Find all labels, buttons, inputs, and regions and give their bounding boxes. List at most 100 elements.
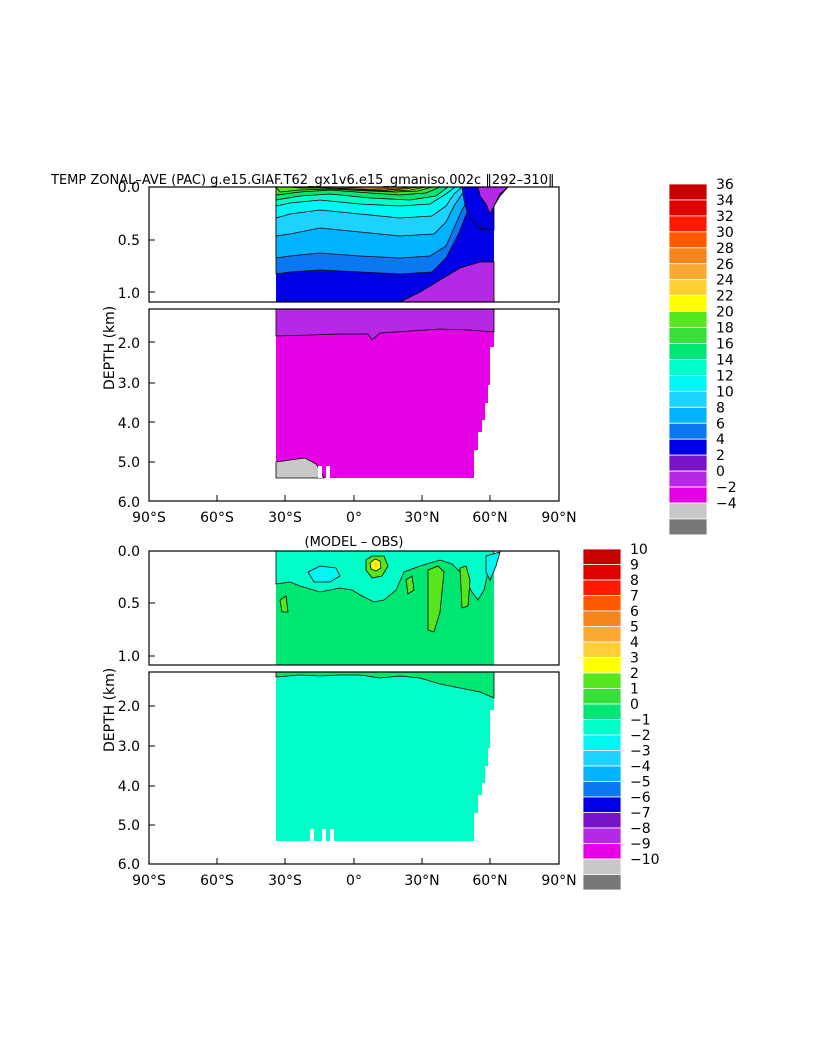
top-colorbar-swatch-6: [668, 279, 708, 297]
bottom-chart: (MODEL – OBS) 0.0 0.5 1.0 2.0 3.0: [102, 535, 660, 891]
bottom-colorbar-swatch-16: [582, 796, 622, 813]
bottom-xtick-4: 30°N: [404, 873, 439, 889]
bottom-upper-frame: [148, 550, 560, 666]
bottom-ytick-marks: [149, 550, 155, 865]
bottom-colorbar-label-3: 7: [630, 589, 639, 605]
top-colorbar-label-17: 2: [716, 448, 725, 464]
top-chart: TEMP ZONAL–AVE (PAC) g.e15.GIAF.T62_gx1v…: [50, 173, 737, 536]
bottom-colorbar-label-18: −8: [630, 821, 651, 837]
bottom-lower-layer-0-1: [275, 672, 495, 699]
top-colorbar-label-13: 10: [716, 384, 734, 400]
top-colorbar-swatch-4: [668, 247, 708, 265]
top-colorbar-swatch-19: [668, 486, 708, 504]
top-chart-title: TEMP ZONAL–AVE (PAC) g.e15.GIAF.T62_gx1v…: [50, 173, 554, 188]
top-ytick-marks: [149, 186, 155, 502]
top-colorbar-swatch-20: [668, 502, 708, 520]
bottom-lower-layer-m1-0: [276, 672, 494, 841]
top-colorbar-swatch-17: [668, 454, 708, 472]
bottom-colorbar-swatch-7: [582, 657, 622, 674]
top-colorbar-label-4: 28: [716, 241, 734, 257]
top-lower-layer-0-2: [276, 309, 494, 478]
top-ytick-3: 2.0: [118, 336, 140, 352]
bottom-colorbar-swatch-19: [582, 843, 622, 860]
top-colorbar-label-11: 14: [716, 352, 734, 368]
top-colorbar-label-18: 0: [716, 464, 725, 480]
bottom-colorbar-label-17: −7: [630, 806, 651, 822]
top-colorbar-swatch-12: [668, 374, 708, 392]
top-xtick-0: 90°S: [132, 510, 166, 526]
bottom-colorbar-label-15: −5: [630, 775, 651, 791]
top-colorbar-swatch-2: [668, 215, 708, 233]
top-colorbar-label-20: −4: [716, 496, 737, 512]
top-colorbar-label-14: 8: [716, 400, 725, 416]
top-colorbar-label-16: 4: [716, 432, 725, 448]
bottom-upper-cyan: [307, 565, 341, 583]
bottom-colorbar-swatch-5: [582, 626, 622, 643]
top-colorbar-label-19: −2: [716, 480, 737, 496]
bottom-colorbar-swatch-10: [582, 703, 622, 720]
top-colorbar-label-5: 26: [716, 257, 734, 273]
top-colorbar-swatch-5: [668, 263, 708, 281]
bottom-colorbar-swatch-0: [582, 548, 622, 565]
top-ytick-6: 5.0: [118, 455, 140, 471]
bottom-xtick-5: 60°N: [472, 873, 507, 889]
bottom-colorbar-label-0: 10: [630, 542, 648, 558]
top-ylabel: DEPTH (km): [102, 306, 118, 390]
bottom-colorbar-label-6: 4: [630, 635, 639, 651]
bottom-colorbar-swatch-8: [582, 672, 622, 689]
top-colorbar-swatch-15: [668, 422, 708, 440]
top-ytick-5: 4.0: [118, 416, 140, 432]
top-lower-bottom-notch: [318, 466, 330, 478]
top-colorbar-swatch-0: [668, 183, 708, 201]
bottom-ylabel: DEPTH (km): [102, 668, 118, 752]
top-colorbar-label-12: 12: [716, 368, 734, 384]
bottom-colorbar-swatch-11: [582, 719, 622, 736]
top-ytick-2: 1.0: [118, 286, 140, 302]
top-xtick-6: 90°N: [541, 510, 576, 526]
bottom-xtick-0: 90°S: [132, 873, 166, 889]
top-colorbar-label-8: 20: [716, 305, 734, 321]
bottom-ytick-6: 5.0: [118, 818, 140, 834]
top-colorbar-swatch-18: [668, 470, 708, 488]
top-ytick-0: 0.0: [118, 180, 140, 196]
top-lower-layer-2-4: [275, 309, 495, 341]
bottom-colorbar-swatch-9: [582, 688, 622, 705]
bottom-ytick-1: 0.5: [118, 596, 140, 612]
top-xtick-5: 60°N: [472, 510, 507, 526]
bottom-colorbar-swatch-21: [582, 874, 622, 891]
bottom-colorbar-label-13: −3: [630, 744, 651, 760]
top-y-axis: 0.0 0.5 1.0 2.0 3.0 4.0 5.0 6.0 DEPTH (k…: [102, 180, 155, 511]
top-upper-frame: [148, 186, 560, 303]
top-colorbar-label-0: 36: [716, 177, 734, 193]
top-colorbar-swatch-13: [668, 390, 708, 408]
bottom-upper-layer-m1-0: [275, 551, 495, 603]
top-xtick-2: 30°S: [268, 510, 302, 526]
top-colorbar-label-10: 16: [716, 337, 734, 353]
top-upper-ne-purple: [477, 187, 509, 215]
bottom-colorbar-swatch-17: [582, 812, 622, 829]
top-xtick-marks: [148, 495, 560, 501]
bottom-colorbar-label-9: 1: [630, 682, 639, 698]
top-upper-field: [275, 187, 509, 302]
bottom-lower-field: [275, 672, 495, 841]
bottom-colorbar-swatch-12: [582, 734, 622, 751]
bottom-colorbar-swatch-6: [582, 641, 622, 658]
bottom-ytick-7: 6.0: [118, 857, 140, 873]
bottom-colorbar-swatch-20: [582, 858, 622, 875]
bottom-colorbar-label-16: −6: [630, 790, 651, 806]
bottom-colorbar-label-14: −4: [630, 759, 651, 775]
top-colorbar-swatch-7: [668, 295, 708, 312]
bottom-upper-streak-3: [405, 575, 415, 595]
bottom-colorbar-label-10: 0: [630, 697, 639, 713]
bottom-x-axis: 90°S 60°S 30°S 0° 30°N 60°N 90°N: [132, 858, 577, 889]
bottom-ytick-2: 1.0: [118, 649, 140, 665]
top-colorbar-swatch-3: [668, 231, 708, 249]
bottom-xtick-2: 30°S: [268, 873, 302, 889]
top-xtick-3: 0°: [346, 510, 362, 526]
top-lower-field: [275, 309, 495, 479]
bottom-colorbar-label-19: −9: [630, 837, 651, 853]
bottom-lower-notch: [310, 829, 334, 841]
